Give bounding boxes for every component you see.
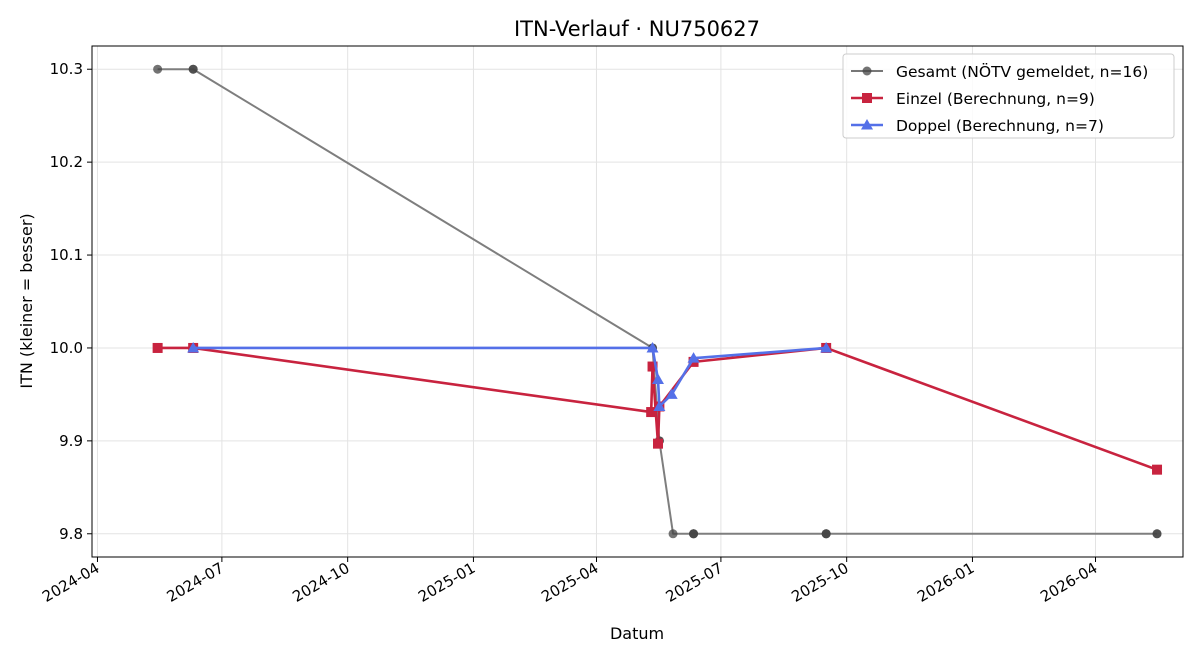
data-point bbox=[653, 400, 666, 411]
data-point bbox=[820, 341, 833, 353]
legend-marker bbox=[862, 93, 872, 103]
data-point bbox=[821, 529, 831, 539]
legend-label: Doppel (Berechnung, n=7) bbox=[896, 117, 1104, 135]
y-tick-label: 10.0 bbox=[50, 339, 83, 357]
plot-frame bbox=[91, 45, 1184, 558]
data-point bbox=[687, 352, 700, 363]
series-triangle bbox=[187, 341, 833, 411]
data-point bbox=[653, 438, 664, 449]
data-point bbox=[1152, 464, 1163, 475]
y-tick-label: 10.2 bbox=[50, 153, 83, 171]
data-point bbox=[152, 342, 163, 353]
series-group bbox=[152, 64, 1163, 539]
data-point bbox=[188, 64, 198, 74]
chart-title: ITN-Verlauf · NU750627 bbox=[514, 17, 760, 41]
data-point bbox=[647, 361, 658, 372]
legend-label: Einzel (Berechnung, n=9) bbox=[896, 90, 1095, 108]
data-point bbox=[187, 341, 200, 353]
legend-marker bbox=[861, 119, 873, 130]
data-point bbox=[689, 529, 699, 539]
data-point bbox=[646, 341, 659, 353]
y-tick-label: 10.3 bbox=[50, 60, 83, 78]
data-point bbox=[1152, 529, 1162, 539]
data-point bbox=[646, 407, 657, 418]
legend: Gesamt (NÖTV gemeldet, n=16) Einzel (Bere… bbox=[842, 53, 1175, 139]
y-axis: 9.8 9.9 10.0 10.1 10.2 10.3 bbox=[50, 60, 92, 543]
legend-marker bbox=[862, 66, 872, 76]
data-point bbox=[668, 529, 678, 539]
legend-label: Gesamt (NÖTV gemeldet, n=16) bbox=[896, 62, 1148, 81]
y-tick-label: 9.9 bbox=[59, 432, 83, 450]
y-tick-label: 9.8 bbox=[59, 525, 83, 543]
data-point bbox=[652, 373, 665, 385]
data-point bbox=[665, 388, 678, 399]
x-axis-title: Datum bbox=[610, 624, 664, 643]
y-tick-label: 10.1 bbox=[50, 246, 83, 264]
legend-box bbox=[842, 53, 1175, 139]
data-point bbox=[153, 64, 163, 74]
y-axis-title: ITN (kleiner = besser) bbox=[17, 213, 36, 388]
series-line bbox=[157, 68, 1158, 535]
